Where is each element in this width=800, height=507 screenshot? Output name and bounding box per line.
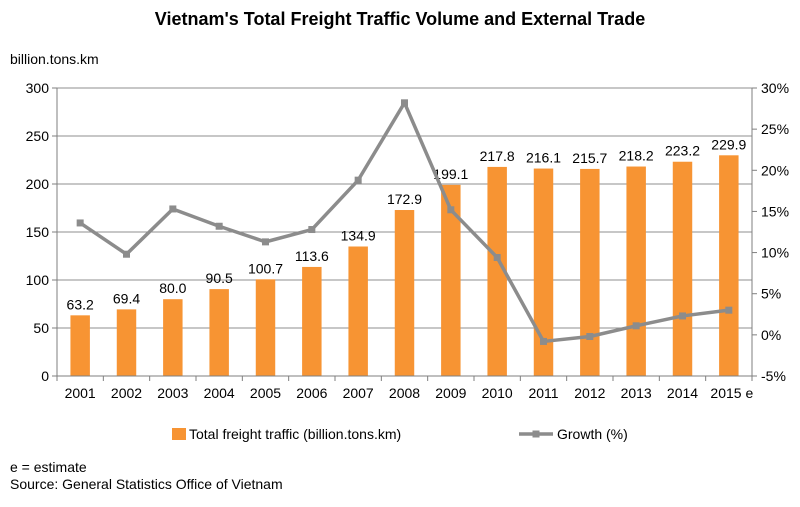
bar-value-label: 134.9: [341, 227, 376, 243]
bar-value-label: 217.8: [480, 148, 515, 164]
chart-title: Vietnam's Total Freight Traffic Volume a…: [154, 9, 646, 29]
right-tick-label: 0%: [761, 327, 781, 343]
bar-2013: [626, 166, 646, 376]
growth-marker-2012: [586, 333, 594, 341]
bar-2010: [487, 166, 507, 376]
bar-2006: [302, 266, 322, 376]
bar-2007: [348, 246, 368, 376]
bar-2009: [441, 184, 461, 376]
growth-marker-2009: [447, 206, 455, 214]
bar-value-label: 229.9: [711, 136, 746, 152]
x-tick-label: 2003: [157, 385, 188, 401]
legend-bar-label: Total freight traffic (billion.tons.km): [189, 426, 401, 442]
bar-2008: [394, 210, 415, 376]
growth-marker-2015 e: [725, 306, 733, 314]
growth-marker-2014: [679, 312, 686, 320]
right-tick-label: -5%: [761, 368, 786, 384]
left-tick-label: 250: [26, 128, 50, 144]
growth-marker-2010: [493, 254, 501, 262]
y-axis-label: billion.tons.km: [10, 51, 99, 67]
chart-area: 63.2 69.4 80.0 90.5 100.7 113.6 134.9 172.9 199.…: [26, 80, 789, 442]
bar-2003: [163, 299, 183, 376]
growth-marker-2008: [401, 99, 408, 107]
legend-line-marker: [532, 430, 540, 438]
right-tick-label: 20%: [761, 162, 789, 178]
x-tick-label: 2011: [528, 385, 558, 401]
bar-value-label: 223.2: [665, 143, 700, 159]
x-tick-label: 2002: [111, 385, 142, 401]
x-tick-label: 2009: [435, 385, 466, 401]
bar-2014: [672, 161, 693, 376]
bar-value-label: 90.5: [206, 270, 233, 286]
x-tick-label: 2004: [204, 385, 235, 401]
right-tick-label: 5%: [761, 286, 781, 302]
x-tick-label: 2012: [574, 385, 605, 401]
bar-value-label: 218.2: [619, 148, 654, 164]
bar-2012: [580, 168, 600, 376]
growth-marker-2004: [215, 222, 223, 230]
growth-marker-2001: [76, 219, 84, 227]
x-tick-label: 2005: [250, 385, 281, 401]
bar-value-label: 63.2: [67, 296, 94, 312]
bar-2004: [209, 289, 229, 376]
x-tick-label: 2001: [65, 385, 96, 401]
bar-value-label: 80.0: [159, 280, 186, 296]
bar-value-label: 172.9: [387, 191, 422, 207]
growth-marker-2013: [632, 322, 640, 330]
left-tick-label: 300: [26, 80, 50, 96]
bar-2005: [255, 279, 276, 376]
growth-marker-2011: [540, 337, 547, 345]
growth-marker-2007: [354, 176, 362, 184]
right-tick-label: 15%: [761, 203, 789, 219]
bar-value-label: 69.4: [113, 290, 140, 306]
growth-marker-2006: [308, 226, 316, 234]
right-tick-label: 25%: [761, 121, 789, 137]
x-tick-label: 2008: [389, 385, 420, 401]
x-tick-label: 2010: [482, 385, 513, 401]
left-tick-label: 100: [26, 272, 50, 288]
bar-value-label: 216.1: [526, 150, 561, 166]
left-tick-label: 50: [33, 320, 49, 336]
source-note: Source: General Statistics Office of Vie…: [10, 476, 283, 492]
bar-2002: [116, 309, 137, 376]
legend-line-label: Growth (%): [557, 426, 628, 442]
left-tick-label: 0: [41, 368, 49, 384]
growth-marker-2002: [123, 250, 130, 258]
bar-value-label: 113.6: [295, 248, 329, 264]
growth-marker-2003: [169, 205, 177, 213]
x-tick-label: 2007: [343, 385, 374, 401]
right-tick-label: 30%: [761, 80, 789, 96]
bar-value-label: 215.7: [572, 150, 607, 166]
bar-2011: [533, 168, 554, 376]
left-tick-label: 150: [26, 224, 50, 240]
x-tick-label: 2013: [621, 385, 652, 401]
x-tick-label: 2006: [296, 385, 327, 401]
legend-bar-swatch: [172, 428, 186, 440]
x-tick-label: 2015 e: [710, 385, 753, 401]
growth-marker-2005: [262, 238, 269, 246]
right-tick-label: 10%: [761, 245, 789, 261]
bar-value-label: 199.1: [433, 166, 468, 182]
bar-2015 e: [719, 155, 739, 376]
bar-2001: [70, 315, 90, 376]
x-tick-label: 2014: [667, 385, 698, 401]
estimate-note: e = estimate: [10, 459, 87, 475]
left-tick-label: 200: [26, 176, 50, 192]
bar-value-label: 100.7: [248, 260, 283, 276]
